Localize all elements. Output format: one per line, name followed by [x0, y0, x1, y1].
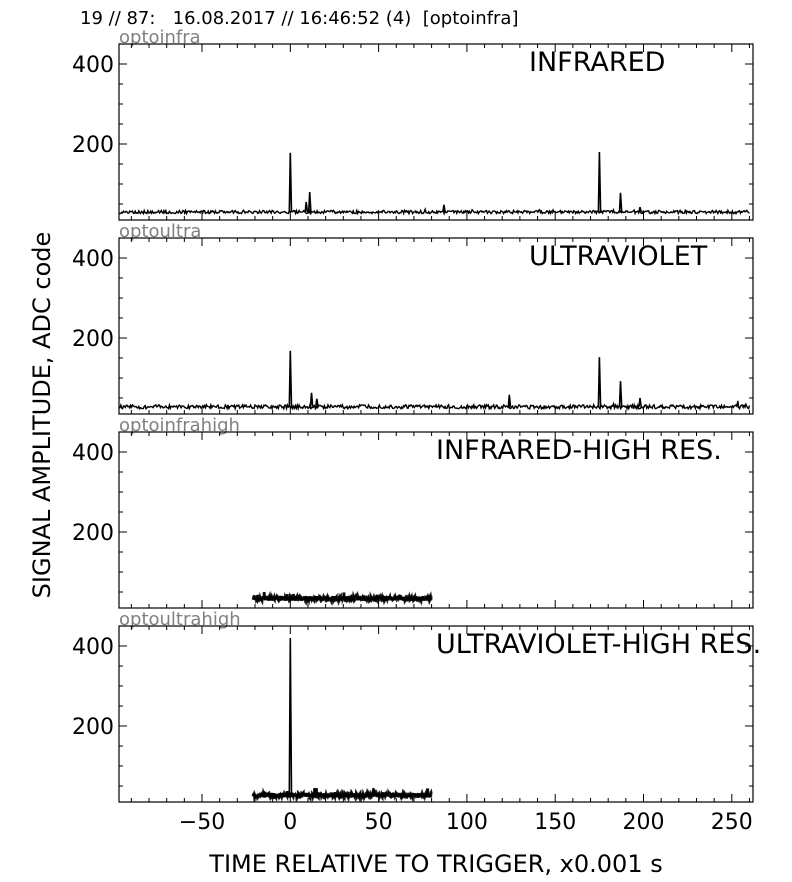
x-axis-label: TIME RELATIVE TO TRIGGER, x0.001 s [208, 850, 662, 878]
y-tick-label: 400 [72, 635, 114, 660]
y-tick-label: 200 [72, 133, 114, 158]
signal-peak [371, 787, 376, 796]
y-axis-label: SIGNAL AMPLITUDE, ADC code [28, 232, 56, 599]
panel-title: ULTRAVIOLET-HIGH RES. [436, 629, 761, 660]
panel-1: optoinfra 200 400 INFRARED [72, 27, 754, 221]
panel-4: optoultrahigh 200 400 ULTRAVIOLET-HIGH RES.… [72, 609, 761, 835]
signal-peak [597, 151, 602, 213]
signal-peak [638, 207, 642, 213]
x-tick-label: 250 [711, 810, 753, 835]
subplot-label: optoinfra [119, 27, 201, 48]
x-tick-label: 150 [534, 810, 576, 835]
signal-peak [507, 394, 512, 407]
signal-peak [304, 201, 309, 213]
signal-peak [638, 397, 642, 407]
panel-3: optoinfrahigh 200 400 INFRARED-HIGH RES. [72, 415, 754, 609]
signal-trace-band [251, 590, 433, 607]
y-tick-label: 400 [72, 441, 114, 466]
x-tick-label: 200 [623, 810, 665, 835]
y-tick-label: 400 [72, 247, 114, 272]
signal-peak [442, 204, 446, 213]
subplot-label: optoultra [119, 221, 201, 242]
signal-peak [288, 350, 293, 407]
signal-trace [118, 400, 751, 412]
y-tick-label: 200 [72, 327, 114, 352]
y-tick-label: 200 [72, 715, 114, 740]
figure-header: 19 // 87: 16.08.2017 // 16:46:52 (4) [op… [80, 8, 519, 29]
x-tick-label: 100 [446, 810, 488, 835]
plot-frame [118, 431, 754, 609]
signal-peak [597, 357, 602, 407]
plot-frame [118, 43, 754, 221]
plot-frame [118, 237, 754, 415]
signal-peak [618, 381, 623, 407]
subplot-label: optoultrahigh [119, 609, 241, 630]
signal-peak [618, 192, 623, 213]
signal-peak [309, 392, 314, 407]
subplot-label: optoinfrahigh [119, 415, 240, 436]
panel-title: ULTRAVIOLET [529, 241, 708, 272]
y-tick-label: 200 [72, 521, 114, 546]
plot-frame [118, 625, 754, 803]
y-tick-label: 400 [72, 53, 114, 78]
signal-peak [288, 152, 293, 213]
x-tick-label: 50 [365, 810, 393, 835]
panel-2: optoultra 200 400 ULTRAVIOLET [72, 221, 754, 415]
signal-trace [118, 207, 750, 216]
signal-peak [288, 637, 293, 796]
signal-peak [315, 398, 319, 407]
signal-trace-band [251, 787, 433, 804]
panel-title: INFRARED-HIGH RES. [436, 435, 722, 466]
x-tick-label: 0 [283, 810, 297, 835]
signal-peak [307, 191, 312, 213]
x-tick-label: −50 [179, 810, 225, 835]
panel-title: INFRARED [529, 47, 665, 78]
